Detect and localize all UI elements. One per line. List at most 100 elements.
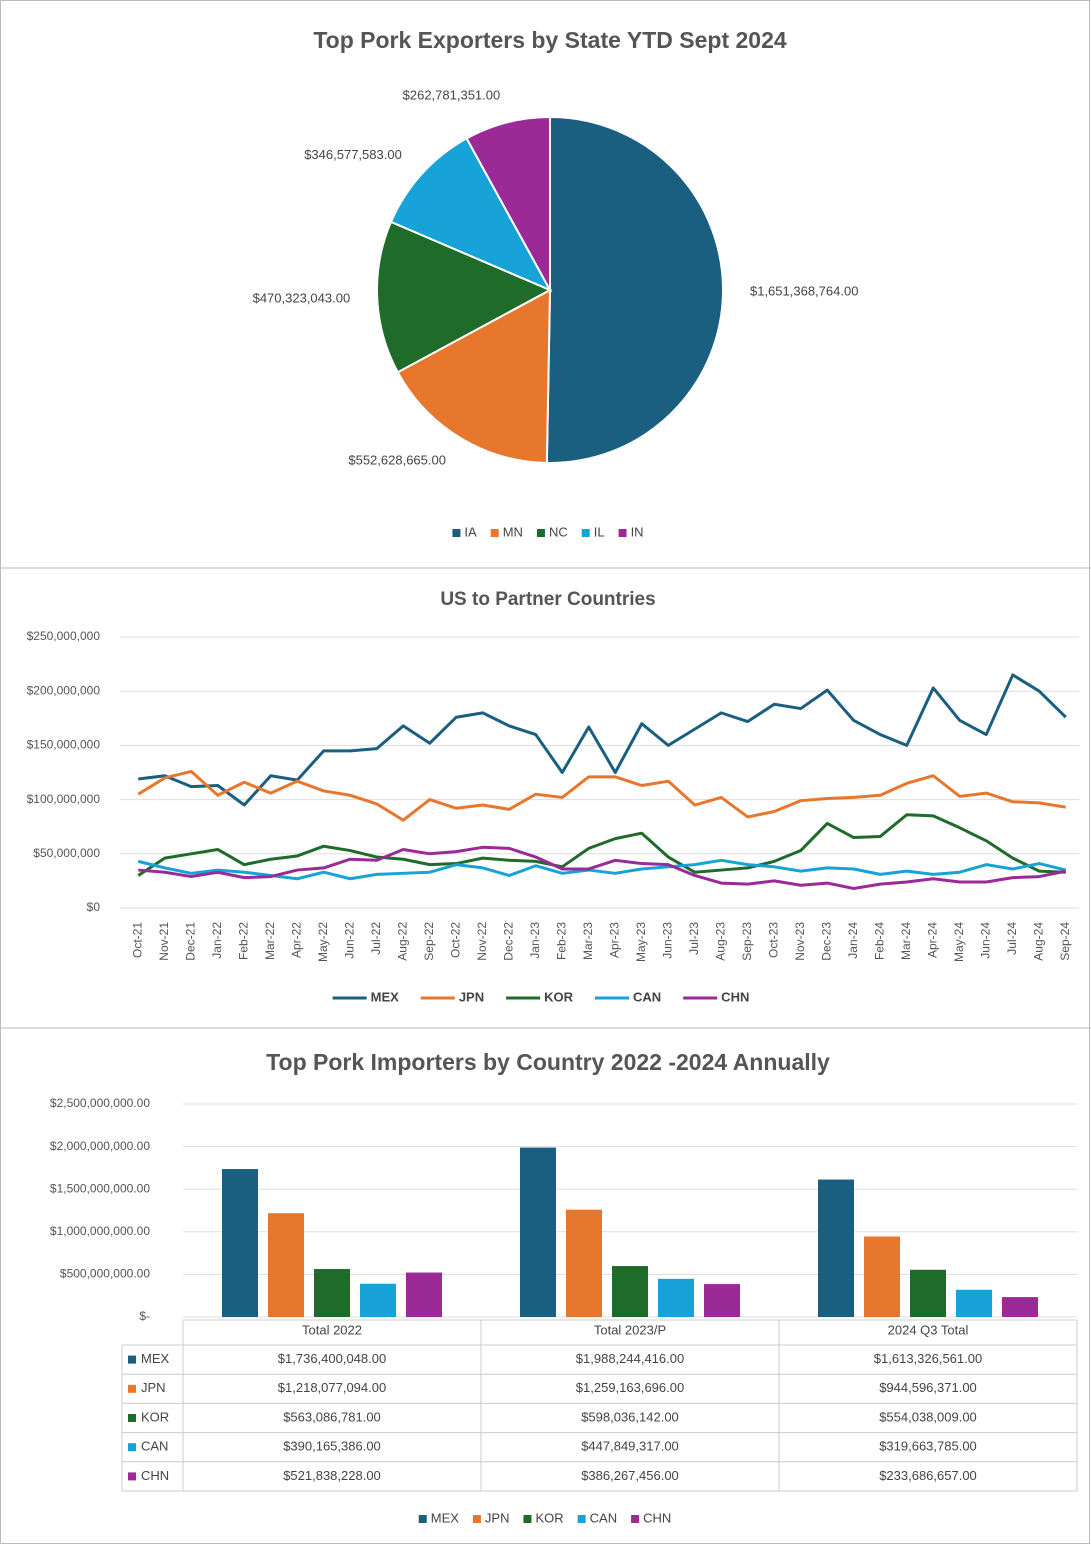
line-series	[138, 673, 1067, 807]
table-header: 2024 Q3 Total	[888, 1322, 969, 1337]
bar	[956, 1289, 992, 1317]
y-tick-label: $1,500,000,000.00	[50, 1181, 150, 1195]
x-tick-label: Dec-22	[501, 922, 515, 961]
x-tick-label: Nov-21	[157, 922, 171, 961]
bar	[658, 1278, 694, 1317]
table-cell: $1,259,163,696.00	[576, 1380, 684, 1395]
legend-label: KOR	[535, 1510, 563, 1525]
line-series	[137, 813, 1066, 877]
table-header: Total 2022	[302, 1322, 362, 1337]
legend-marker	[523, 1515, 532, 1523]
bar	[910, 1269, 946, 1317]
table-cell: $386,267,456.00	[581, 1468, 679, 1483]
x-tick-label: Mar-22	[263, 922, 277, 960]
table-cell: $447,849,317.00	[581, 1439, 679, 1454]
table-cell: $521,838,228.00	[283, 1468, 381, 1483]
legend-label: MEX	[371, 989, 400, 1004]
legend-label: KOR	[544, 989, 574, 1004]
x-tick-label: Jun-23	[660, 922, 674, 959]
legend-marker	[581, 529, 590, 537]
x-tick-label: May-24	[952, 922, 966, 962]
table-cell: $944,596,371.00	[879, 1380, 977, 1395]
table-cell: $554,038,009.00	[879, 1409, 977, 1424]
pie-slice	[545, 115, 725, 464]
pie-slice	[465, 115, 551, 291]
x-tick-label: Aug-23	[713, 922, 727, 961]
data-label: $262,781,351.00	[403, 88, 501, 103]
y-tick-label: $100,000,000	[27, 792, 101, 806]
legend: MEX JPN KOR CAN CHN	[332, 989, 749, 1004]
bar	[612, 1266, 648, 1317]
pie-slice	[389, 137, 553, 293]
legend-label: CHN	[721, 989, 749, 1004]
x-tick-label: Sep-24	[1058, 922, 1072, 961]
y-tick-label: $1,000,000,000.00	[50, 1224, 150, 1238]
table-key	[128, 1414, 136, 1422]
bar	[268, 1213, 304, 1317]
bar	[818, 1179, 854, 1317]
bar	[360, 1283, 396, 1317]
x-tick-label: Dec-21	[183, 922, 197, 961]
x-tick-label: Oct-22	[448, 922, 462, 958]
chart-title: Top Pork Importers by Country 2022 -2024…	[266, 1049, 830, 1075]
table-key	[128, 1384, 136, 1393]
pie-slice	[396, 288, 552, 464]
table-row-label: MEX	[141, 1351, 170, 1366]
legend-label: IN	[631, 524, 644, 539]
bar	[406, 1272, 442, 1317]
x-tick-label: Apr-22	[289, 922, 303, 958]
x-tick-label: May-23	[634, 922, 648, 962]
line-series	[137, 769, 1066, 822]
legend: IA MN NC IL IN	[452, 524, 644, 539]
y-tick-label: $50,000,000	[33, 846, 100, 860]
x-tick-label: Aug-24	[1031, 922, 1045, 961]
data-label: $552,628,665.00	[348, 452, 446, 467]
bar	[864, 1236, 900, 1317]
legend-label: JPN	[459, 989, 484, 1004]
table-header: Total 2023/P	[594, 1322, 666, 1337]
legend: MEX JPN KOR CAN CHN	[418, 1510, 671, 1525]
table-cell: $1,613,326,561.00	[874, 1351, 982, 1366]
table-cell: $598,036,142.00	[581, 1409, 679, 1424]
x-tick-label: Feb-22	[236, 922, 250, 960]
legend-label: MEX	[431, 1510, 460, 1525]
data-label: $470,323,043.00	[253, 290, 351, 305]
table-key	[128, 1355, 136, 1364]
legend-label: CAN	[590, 1510, 617, 1525]
y-tick-label: $500,000,000.00	[60, 1267, 150, 1281]
legend-marker	[418, 1515, 427, 1523]
legend-label: MN	[503, 524, 523, 539]
x-tick-label: Oct-21	[130, 922, 144, 958]
bar	[704, 1284, 740, 1317]
x-tick-label: Jan-23	[528, 922, 542, 959]
x-tick-label: Jun-24	[978, 922, 992, 959]
table-key	[128, 1443, 136, 1452]
x-tick-label: Nov-23	[793, 922, 807, 961]
x-tick-label: Dec-23	[819, 922, 833, 961]
legend-marker	[490, 529, 499, 537]
line-series	[138, 845, 1067, 890]
chart-title: US to Partner Countries	[440, 589, 655, 610]
y-tick-label: $150,000,000	[27, 738, 101, 752]
data-label: $346,577,583.00	[304, 147, 402, 162]
table-cell: $390,165,386.00	[283, 1439, 381, 1454]
table-cell: $233,686,657.00	[879, 1468, 977, 1483]
x-tick-label: Apr-23	[607, 922, 621, 958]
x-tick-label: May-22	[316, 922, 330, 962]
line-series	[137, 858, 1067, 881]
legend-marker	[618, 529, 627, 537]
x-tick-label: Oct-23	[766, 922, 780, 958]
y-tick-label: $250,000,000	[27, 629, 101, 643]
legend-marker	[472, 1515, 481, 1523]
legend-marker	[631, 1515, 640, 1523]
x-tick-label: Jun-22	[342, 922, 356, 959]
x-tick-label: Aug-22	[395, 922, 409, 961]
table-cell: $319,663,785.00	[879, 1439, 977, 1454]
table-cell: $1,218,077,094.00	[278, 1380, 386, 1395]
table-cell: $1,736,400,048.00	[278, 1351, 386, 1366]
pie-slice	[376, 220, 553, 374]
x-tick-label: Nov-22	[475, 922, 489, 961]
bar	[566, 1209, 602, 1317]
y-tick-label: $2,500,000,000.00	[50, 1096, 150, 1110]
